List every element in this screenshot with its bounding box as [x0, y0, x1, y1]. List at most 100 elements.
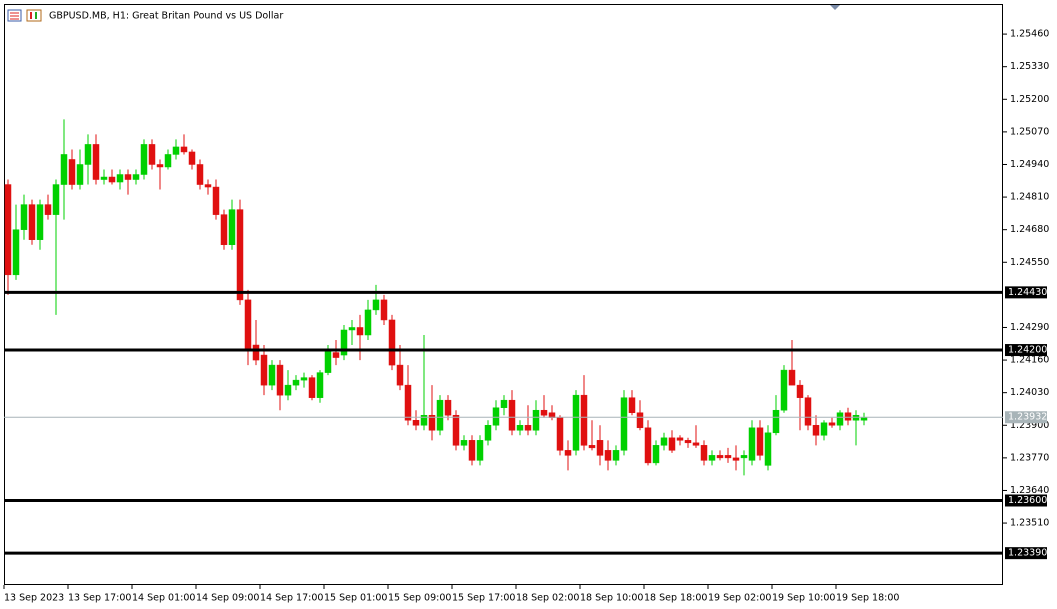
candle-body — [572, 394, 580, 451]
chart-icons — [7, 9, 42, 22]
candle-body — [212, 186, 220, 215]
candle-body — [524, 425, 532, 431]
candle-body — [460, 440, 468, 446]
candle-body — [292, 379, 300, 386]
plot-frame — [4, 4, 1003, 585]
candle-body — [484, 425, 492, 441]
x-tick-label: 18 Sep 18:00 — [644, 593, 707, 604]
candle-body — [276, 364, 284, 396]
candle-body — [12, 229, 20, 276]
candle-body — [564, 450, 572, 456]
candle-body — [500, 399, 508, 408]
candle-body — [804, 397, 812, 426]
candle-body — [756, 427, 764, 456]
candle-body — [508, 399, 516, 431]
candle-body — [548, 412, 556, 418]
candle-body — [644, 427, 652, 464]
candle-body — [732, 457, 740, 461]
y-tick-label: 1.23770 — [1010, 452, 1049, 463]
candle-body — [92, 144, 100, 180]
level-label: 1.24430 — [1008, 287, 1047, 298]
candle-body — [788, 369, 796, 386]
candle-body — [36, 204, 44, 240]
candle-body — [156, 164, 164, 168]
candle-body — [316, 372, 324, 398]
candle-body — [540, 409, 548, 416]
y-tick-label: 1.24030 — [1010, 387, 1049, 398]
y-tick-label: 1.23640 — [1010, 485, 1049, 496]
y-tick-label: 1.25070 — [1010, 126, 1049, 137]
candle-body — [196, 164, 204, 185]
candle-body — [436, 399, 444, 431]
y-tick-label: 1.24160 — [1010, 355, 1049, 366]
candle-body — [4, 184, 12, 276]
candle-body — [180, 146, 188, 153]
chart-title: GBPUSD.MB, H1: Great Britan Pound vs US … — [49, 11, 283, 22]
level-label: 1.23600 — [1008, 495, 1047, 506]
candle-body — [836, 412, 844, 426]
x-tick-label: 15 Sep 17:00 — [452, 593, 515, 604]
candle-body — [388, 319, 396, 366]
candle-body — [812, 425, 820, 436]
candle-body — [716, 455, 724, 459]
candle-body — [676, 437, 684, 441]
candle-body — [268, 364, 276, 386]
y-tick-label: 1.25200 — [1010, 94, 1049, 105]
y-tick-label: 1.24940 — [1010, 159, 1049, 170]
candle-body — [420, 414, 428, 426]
candle-body — [668, 437, 676, 451]
candle-body — [124, 174, 132, 180]
candle-body — [612, 450, 620, 461]
candle-body — [748, 427, 756, 461]
candle-body — [428, 414, 436, 431]
candle-body — [828, 422, 836, 426]
candle-body — [764, 432, 772, 466]
level-box — [1005, 344, 1047, 357]
candle-body — [636, 412, 644, 429]
candle-body — [52, 184, 60, 215]
y-tick-label: 1.23900 — [1010, 420, 1049, 431]
candle-body — [116, 174, 124, 183]
x-tick-label: 14 Sep 01:00 — [132, 593, 195, 604]
candle-body — [340, 329, 348, 356]
y-tick-label: 1.23510 — [1010, 518, 1049, 529]
candle-body — [740, 455, 748, 459]
candle-body — [348, 327, 356, 331]
candle-body — [244, 299, 252, 351]
candle-body — [852, 414, 860, 421]
x-tick-label: 19 Sep 02:00 — [708, 593, 771, 604]
x-tick-label: 18 Sep 10:00 — [580, 593, 643, 604]
candle-body — [100, 176, 108, 180]
candle-body — [284, 384, 292, 396]
candle-body — [188, 151, 196, 165]
candle-body — [220, 214, 228, 245]
x-tick-label: 14 Sep 17:00 — [260, 593, 323, 604]
level-label: 1.24200 — [1008, 345, 1047, 356]
candle-body — [628, 397, 636, 413]
y-tick-label: 1.25460 — [1010, 29, 1049, 40]
candle-body — [164, 154, 172, 168]
candle-body — [580, 394, 588, 446]
candle-body — [356, 327, 364, 336]
candle-body — [652, 445, 660, 464]
candle-body — [596, 440, 604, 456]
candle-body — [76, 164, 84, 185]
y-tick-label: 1.24550 — [1010, 257, 1049, 268]
candle-body — [260, 354, 268, 386]
candle-body — [796, 384, 804, 398]
level-box — [1005, 286, 1047, 299]
level-box — [1005, 494, 1047, 507]
candle-body — [172, 146, 180, 155]
candle-body — [820, 422, 828, 436]
x-tick-label: 13 Sep 2023 — [4, 593, 64, 604]
candle-body — [60, 154, 68, 185]
x-tick-label: 13 Sep 17:00 — [68, 593, 131, 604]
candle-body — [604, 450, 612, 461]
candle-body — [660, 437, 668, 446]
x-tick-label: 15 Sep 09:00 — [388, 593, 451, 604]
candle-body — [444, 399, 452, 416]
x-tick-label: 19 Sep 10:00 — [772, 593, 835, 604]
y-tick-label: 1.25330 — [1010, 61, 1049, 72]
